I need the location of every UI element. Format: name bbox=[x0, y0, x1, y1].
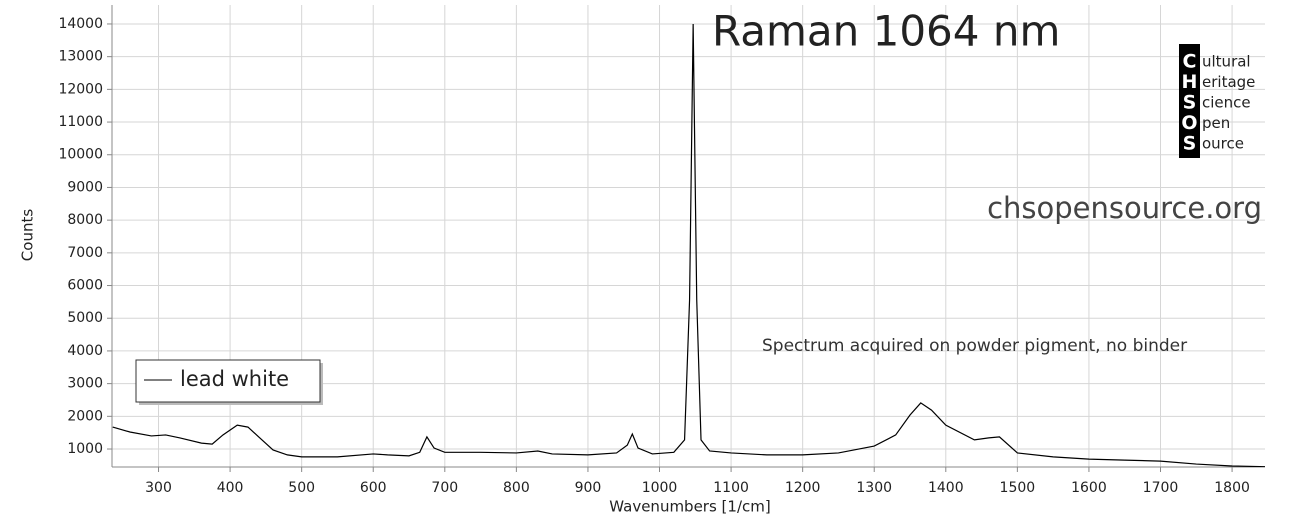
y-tick-label: 2000 bbox=[67, 408, 103, 424]
chart-title: Raman 1064 nm bbox=[712, 7, 1060, 56]
note-annotation: Spectrum acquired on powder pigment, no … bbox=[762, 336, 1187, 356]
logo-word: ultural bbox=[1202, 53, 1251, 71]
y-tick-label: 7000 bbox=[67, 245, 103, 261]
y-tick-label: 8000 bbox=[67, 212, 103, 228]
x-tick-label: 900 bbox=[575, 480, 602, 496]
logo-word: ource bbox=[1202, 135, 1244, 153]
x-tick-label: 800 bbox=[503, 480, 530, 496]
y-tick-label: 1000 bbox=[67, 441, 103, 457]
logo-letter: C bbox=[1183, 51, 1197, 73]
logo-letter: S bbox=[1183, 92, 1197, 114]
x-tick-label: 1200 bbox=[785, 480, 821, 496]
y-tick-label: 9000 bbox=[67, 179, 103, 195]
y-tick-label: 3000 bbox=[67, 376, 103, 392]
y-tick-label: 10000 bbox=[58, 147, 103, 163]
logo-bar bbox=[1179, 44, 1200, 158]
x-tick-label: 1500 bbox=[1000, 480, 1036, 496]
y-tick-label: 13000 bbox=[58, 49, 103, 65]
x-tick-label: 500 bbox=[288, 480, 315, 496]
website-annotation: chsopensource.org bbox=[987, 191, 1262, 225]
y-tick-label: 4000 bbox=[67, 343, 103, 359]
y-tick-label: 5000 bbox=[67, 310, 103, 326]
x-tick-label: 1600 bbox=[1071, 480, 1107, 496]
x-tick-label: 1400 bbox=[928, 480, 964, 496]
y-tick-label: 14000 bbox=[58, 16, 103, 32]
x-tick-label: 600 bbox=[360, 480, 387, 496]
legend: lead white bbox=[135, 359, 323, 405]
y-tick-label: 12000 bbox=[58, 81, 103, 97]
logo-letter: O bbox=[1181, 112, 1197, 134]
logo-letter: S bbox=[1183, 133, 1197, 155]
logo-word: pen bbox=[1202, 114, 1230, 132]
x-tick-label: 400 bbox=[217, 480, 244, 496]
x-tick-label: 700 bbox=[431, 480, 458, 496]
logo-word: cience bbox=[1202, 94, 1251, 112]
y-axis-label: Counts bbox=[19, 209, 37, 262]
logo-letter: H bbox=[1182, 71, 1198, 93]
x-tick-label: 1100 bbox=[713, 480, 749, 496]
legend-box bbox=[135, 359, 321, 403]
y-tick-label: 6000 bbox=[67, 278, 103, 294]
x-axis-label: Wavenumbers [1/cm] bbox=[609, 498, 770, 516]
x-tick-label: 1800 bbox=[1214, 480, 1250, 496]
logo-word: eritage bbox=[1202, 73, 1255, 91]
x-tick-label: 1700 bbox=[1143, 480, 1179, 496]
x-tick-label: 1000 bbox=[642, 480, 678, 496]
legend-label: lead white bbox=[180, 367, 289, 391]
x-tick-label: 300 bbox=[145, 480, 172, 496]
y-tick-label: 11000 bbox=[58, 114, 103, 130]
series-line bbox=[112, 23, 1265, 467]
x-tick-label: 1300 bbox=[856, 480, 892, 496]
